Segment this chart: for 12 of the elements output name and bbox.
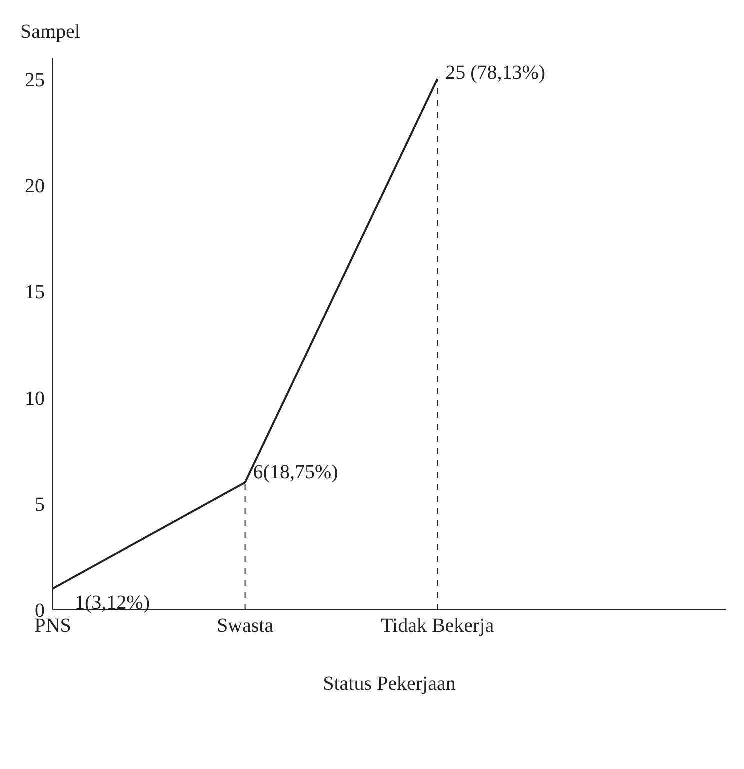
y-tick-label: 25 <box>25 69 45 92</box>
x-tick-label: Tidak Bekerja <box>381 615 494 638</box>
y-tick-label: 15 <box>25 282 45 304</box>
y-axis-title: Sampel <box>20 21 81 43</box>
x-tick-label: Swasta <box>216 615 274 638</box>
data-label: 1(3,12%) <box>75 592 150 614</box>
x-axis-title: Status Pekerjaan <box>323 673 456 695</box>
y-tick-label: 5 <box>35 494 45 516</box>
data-label: 25 (78,13%) <box>446 62 546 84</box>
y-tick-label: 20 <box>25 175 45 198</box>
data-label: 6(18,75%) <box>253 462 338 484</box>
y-tick-label: 10 <box>25 388 45 410</box>
